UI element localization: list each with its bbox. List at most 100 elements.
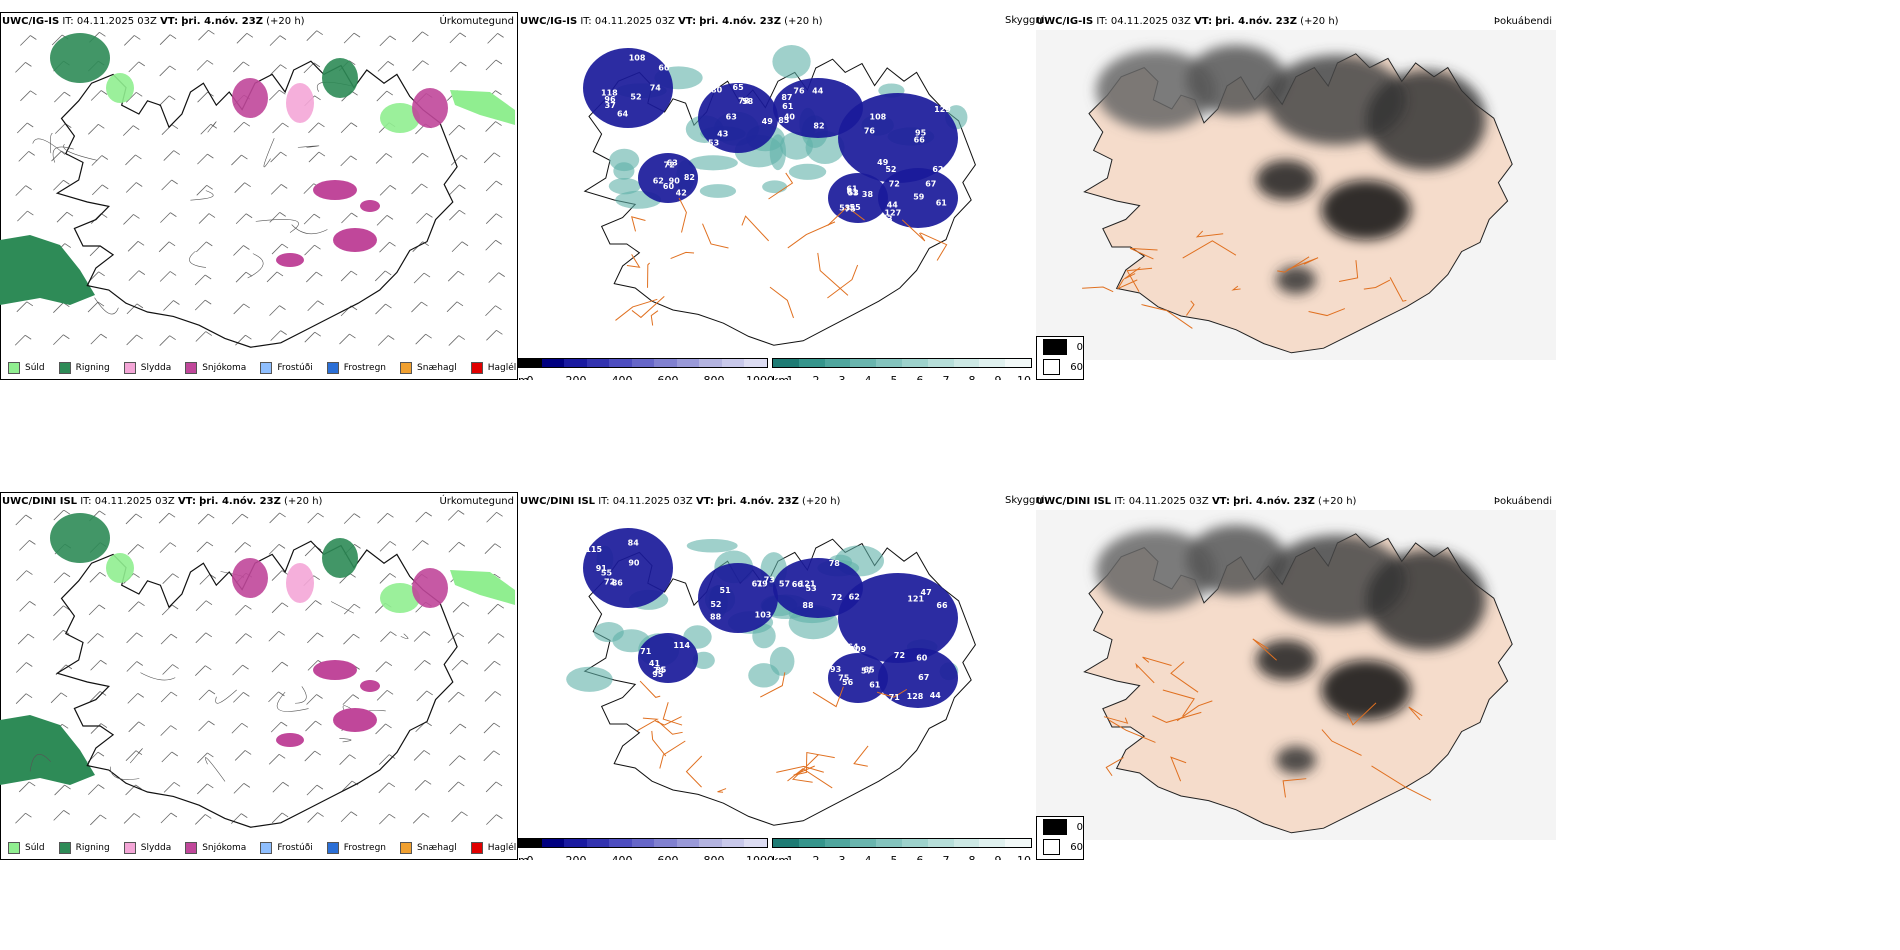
wind-barb	[305, 720, 322, 732]
road	[659, 740, 686, 769]
wind-barb	[375, 303, 392, 315]
legend-label: Súld	[25, 363, 45, 373]
wind-barb	[487, 633, 505, 644]
wind-barb	[231, 722, 249, 734]
colorbar-tick: 4	[865, 374, 872, 380]
cloud-base-value: 76	[864, 127, 876, 136]
road	[685, 755, 703, 788]
colorbar-segment	[609, 839, 632, 847]
precip-area	[412, 88, 448, 128]
wind-barb	[16, 122, 34, 134]
colorbar-segment	[541, 839, 565, 847]
cloud-base-value: 91	[596, 564, 608, 573]
wind-barb	[196, 541, 214, 553]
colorbar-tick: 7	[943, 374, 950, 380]
colorbar-segment	[654, 839, 677, 847]
road	[1135, 662, 1155, 684]
colorbar-tick: 600	[658, 854, 679, 860]
wind-barb	[235, 604, 252, 616]
colorbar-strip	[518, 838, 768, 848]
wind-barb	[91, 155, 109, 166]
legend-swatch	[260, 842, 273, 854]
wind-barb	[90, 333, 108, 345]
boundary-line	[189, 250, 207, 268]
boundary-line	[63, 143, 98, 161]
boundary-line	[32, 138, 66, 155]
wind-barb	[269, 89, 286, 101]
cloud-base-value: 62	[849, 593, 860, 602]
colorbar-unit: m	[518, 374, 529, 380]
wind-barb	[485, 305, 502, 317]
cloud-base-value: 87	[781, 93, 792, 102]
wind-barb	[160, 725, 177, 736]
wind-barb	[449, 184, 466, 196]
wind-barb	[125, 92, 143, 103]
wind-barb	[415, 511, 432, 523]
wind-barb	[308, 122, 325, 134]
cloud-base-value: 90	[669, 177, 681, 186]
cloud-base-area	[638, 153, 698, 203]
road	[1321, 729, 1362, 756]
colorbar-segment	[586, 359, 610, 367]
colorbar-tick: 1	[787, 854, 794, 860]
cloud-base-value: 38	[862, 190, 874, 199]
wind-barb	[343, 32, 361, 44]
wind-barb	[19, 601, 36, 612]
wind-barb	[195, 632, 213, 644]
cloud-base-value: 63	[667, 159, 678, 168]
boundary-line	[295, 686, 307, 704]
wind-barb	[158, 241, 176, 253]
wind-barb	[484, 691, 502, 702]
wind-barb	[416, 690, 433, 702]
wind-barb	[415, 333, 432, 345]
wind-barb	[195, 600, 213, 612]
wind-barb	[450, 61, 467, 73]
wind-barb	[233, 121, 251, 133]
cloud-base-value: 53	[881, 214, 892, 223]
precip-area	[50, 513, 110, 563]
road	[793, 765, 815, 776]
cloud-base-value: 121	[907, 595, 924, 604]
wind-barb	[90, 90, 108, 101]
road	[626, 254, 641, 268]
legend-label: Frostúði	[277, 843, 313, 853]
wind-barb	[303, 62, 321, 74]
legend-swatch	[470, 842, 483, 854]
colorbar-tick: 8	[969, 854, 976, 860]
road	[853, 745, 869, 767]
cloud-base-area	[838, 93, 958, 183]
road	[631, 296, 665, 319]
visibility-label: Skyggni	[1005, 495, 1045, 506]
wind-barb	[17, 633, 35, 645]
wind-barb	[379, 241, 396, 253]
colorbar-tick: 7	[943, 854, 950, 860]
wind-barb	[339, 754, 356, 765]
wind-barb	[268, 544, 286, 555]
road	[1103, 716, 1129, 724]
wind-barb	[485, 213, 503, 224]
wind-barb	[304, 244, 321, 256]
cloud-base-value: 78	[738, 97, 750, 106]
snow-area	[360, 200, 380, 212]
wind-barb	[411, 183, 428, 195]
wind-barb	[340, 811, 358, 823]
fog-legend-item: 60	[1043, 357, 1083, 377]
cloud-base-value: 61	[752, 579, 764, 588]
visibility-area	[780, 131, 813, 160]
boundary-line	[297, 145, 320, 148]
wind-barb	[306, 271, 323, 283]
road	[662, 702, 683, 726]
road	[1282, 778, 1307, 798]
fog-area	[1321, 660, 1411, 720]
road	[650, 310, 659, 326]
wind-barb	[343, 633, 360, 645]
wind-barb	[412, 31, 429, 43]
legend-item: Rigning	[58, 842, 110, 854]
road	[791, 754, 819, 783]
cloud-base-value: 79	[757, 580, 769, 589]
wind-barb	[159, 271, 177, 282]
fog-legend-swatch	[1043, 819, 1067, 835]
colorbar-segment	[927, 839, 954, 847]
colorbar-tick: 1000	[746, 854, 774, 860]
visibility-area	[609, 148, 640, 172]
